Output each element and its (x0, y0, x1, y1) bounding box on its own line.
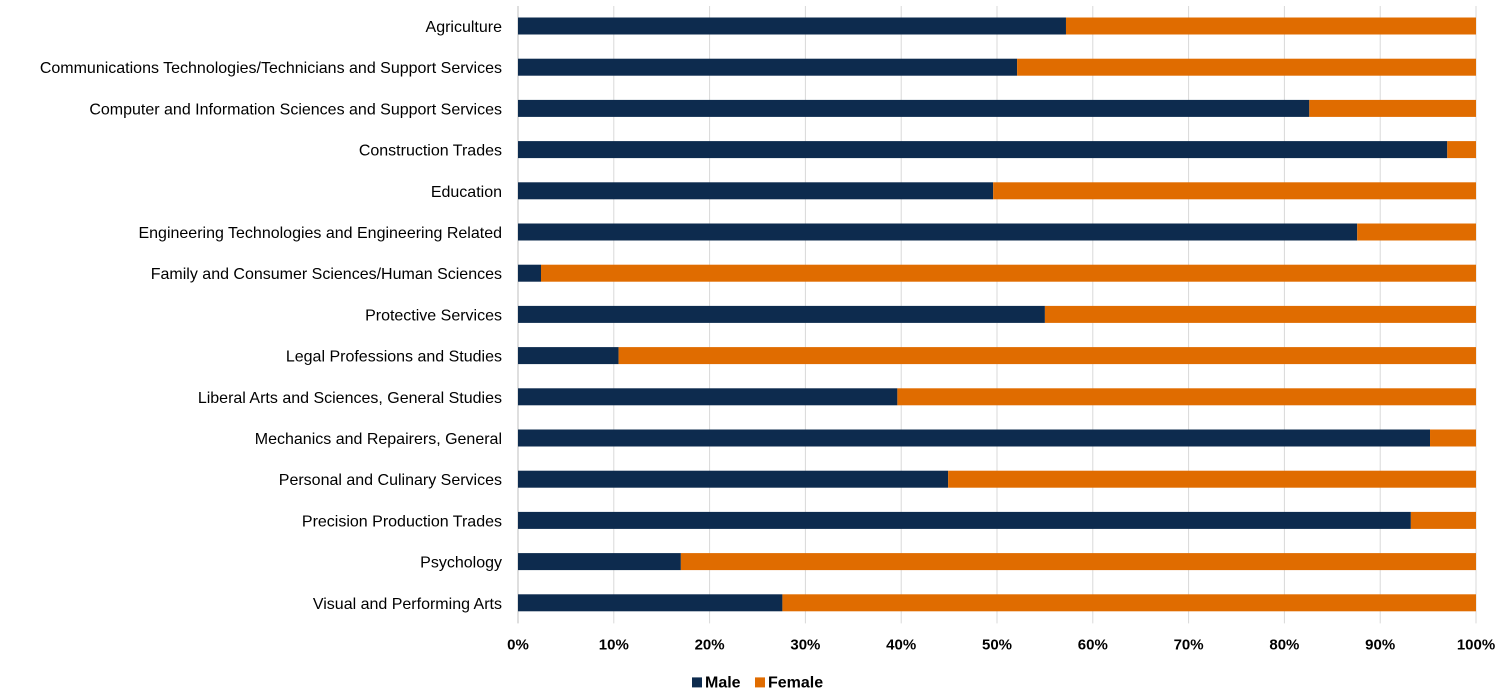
bar-female (680, 553, 1476, 571)
category-label: Mechanics and Repairers, General (255, 431, 502, 448)
bar-female (993, 182, 1476, 200)
x-tick-label: 0% (507, 636, 529, 653)
bar-male (518, 223, 1358, 241)
x-tick-label: 70% (1174, 636, 1204, 653)
x-tick-label: 100% (1457, 636, 1495, 653)
x-tick-label: 20% (695, 636, 725, 653)
bar-male (518, 17, 1066, 35)
bar-male (518, 141, 1448, 159)
category-label: Family and Consumer Sciences/Human Scien… (151, 266, 502, 283)
category-label: Computer and Information Sciences and Su… (89, 101, 502, 118)
category-label: Engineering Technologies and Engineering… (138, 225, 502, 242)
category-label: Agriculture (426, 19, 503, 36)
x-axis-ticks: 0% 10% 20% 30% 40% 50% 60% 70% 80% 90% 100% (507, 636, 1495, 653)
category-label: Protective Services (365, 307, 502, 324)
bar-female (1430, 429, 1476, 447)
x-tick-label: 50% (982, 636, 1012, 653)
bar-male (518, 182, 994, 200)
category-label: Legal Professions and Studies (286, 349, 502, 366)
category-label: Personal and Culinary Services (279, 472, 502, 489)
x-tick-label: 10% (599, 636, 629, 653)
category-label: Visual and Performing Arts (313, 596, 502, 613)
legend-swatch-female (755, 677, 765, 688)
bar-female (897, 388, 1476, 406)
bar-female (618, 347, 1476, 365)
bar-female (782, 594, 1476, 612)
legend: Male Female (692, 674, 823, 691)
bar-male (518, 388, 898, 406)
x-tick-label: 80% (1269, 636, 1299, 653)
bar-male (518, 553, 681, 571)
bar-male (518, 99, 1310, 117)
bar-male (518, 347, 619, 365)
bar-female (1309, 99, 1476, 117)
legend-label-male: Male (705, 674, 741, 691)
bar-female (1065, 17, 1476, 35)
bar-female (1410, 511, 1476, 529)
bar-male (518, 305, 1045, 323)
bar-male (518, 58, 1018, 76)
bar-female (1044, 305, 1476, 323)
bar-female (1447, 141, 1476, 159)
bar-male (518, 470, 949, 488)
bar-male (518, 594, 783, 612)
bar-male (518, 511, 1411, 529)
bar-female (540, 264, 1476, 282)
category-label: Construction Trades (359, 143, 502, 160)
category-labels: Agriculture Communications Technologies/T… (40, 19, 502, 613)
category-label: Liberal Arts and Sciences, General Studi… (198, 390, 502, 407)
legend-label-female: Female (768, 674, 823, 691)
category-label: Communications Technologies/Technicians … (40, 60, 502, 77)
bar-female (1357, 223, 1476, 241)
category-label: Psychology (420, 555, 502, 572)
category-label: Education (431, 184, 502, 201)
bar-female (1017, 58, 1476, 76)
bar-male (518, 429, 1431, 447)
bars (518, 17, 1476, 612)
x-tick-label: 90% (1365, 636, 1395, 653)
x-tick-label: 60% (1078, 636, 1108, 653)
x-tick-label: 30% (790, 636, 820, 653)
legend-swatch-male (692, 677, 702, 688)
bar-female (948, 470, 1476, 488)
bar-male (518, 264, 541, 282)
category-label: Precision Production Trades (302, 513, 502, 530)
x-tick-label: 40% (886, 636, 916, 653)
